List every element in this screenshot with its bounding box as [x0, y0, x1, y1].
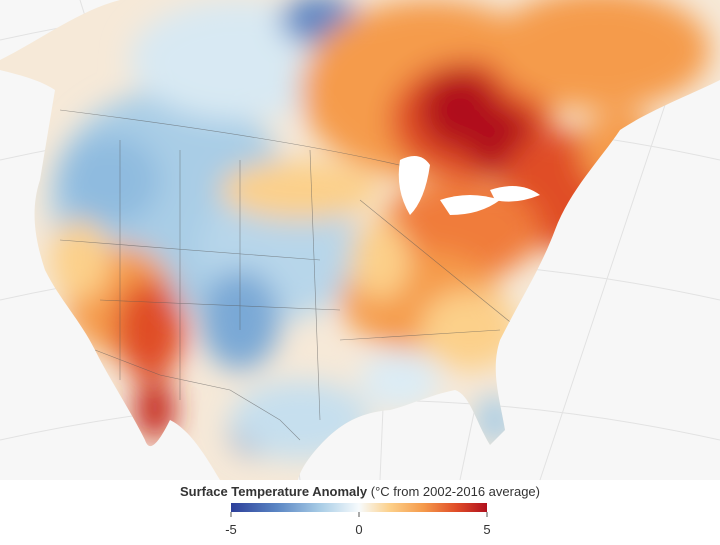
legend-title: Surface Temperature Anomaly — [180, 484, 368, 499]
legend: Surface Temperature Anomaly (°C from 200… — [180, 484, 540, 512]
legend-subtitle: (°C from 2002-2016 average) — [371, 484, 540, 499]
tick-label: 5 — [483, 522, 490, 537]
color-bar — [231, 503, 487, 512]
legend-heading: Surface Temperature Anomaly (°C from 200… — [180, 484, 540, 499]
tick-label: -5 — [225, 522, 237, 537]
tick-label: 0 — [355, 522, 362, 537]
